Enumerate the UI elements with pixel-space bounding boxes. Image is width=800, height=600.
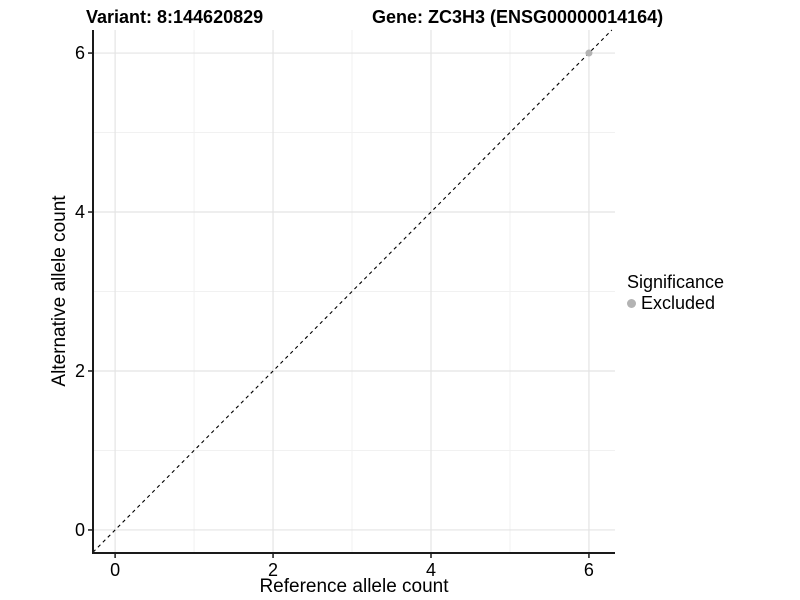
y-tick-label: 2 [74, 360, 85, 381]
y-tick-label: 6 [74, 43, 85, 64]
x-tick-label: 6 [583, 560, 594, 580]
x-tick-label: 0 [110, 560, 121, 580]
plot-title-variant: Variant: 8:144620829 [86, 7, 264, 27]
y-tick-label: 4 [74, 202, 85, 223]
plot-title-gene: Gene: ZC3H3 (ENSG00000014164) [372, 7, 664, 27]
legend-title: Significance [627, 272, 725, 292]
x-axis-title: Reference allele count [259, 576, 449, 597]
legend: Significance Excluded [627, 271, 724, 313]
y-tick-label: 0 [74, 519, 85, 540]
legend-item-label: Excluded [641, 293, 716, 313]
x-tick-label: 4 [425, 560, 436, 580]
data-point [585, 49, 593, 57]
y-axis-title: Alternative allele count [49, 195, 70, 387]
x-tick-label: 2 [268, 560, 279, 580]
legend-item-excluded: Excluded [627, 293, 724, 313]
legend-key-dot [627, 298, 636, 308]
